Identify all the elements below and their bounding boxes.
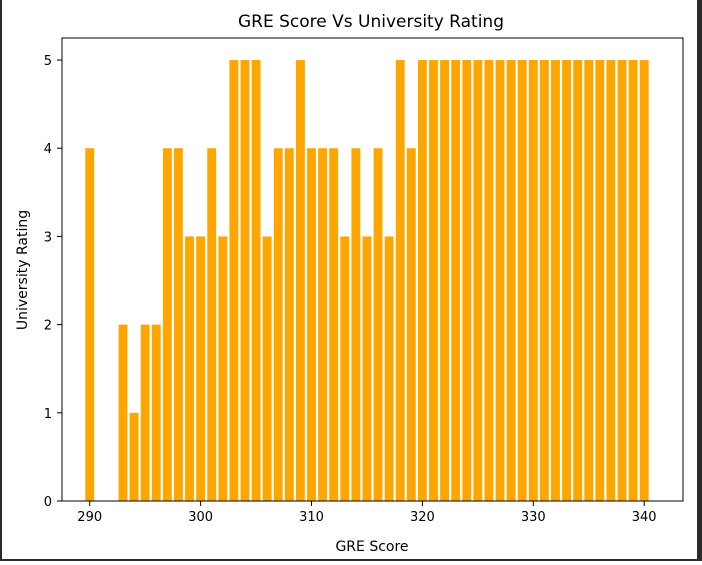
bar — [129, 412, 139, 501]
bar — [229, 60, 239, 502]
bar — [162, 148, 172, 502]
bar — [462, 60, 472, 502]
bar — [295, 60, 305, 502]
bar — [318, 148, 328, 502]
bar — [506, 60, 516, 502]
bar — [384, 236, 394, 501]
bar — [395, 60, 405, 502]
bar — [562, 60, 571, 502]
y-tick-label: 3 — [44, 230, 52, 245]
bar — [196, 236, 206, 501]
bars-group — [85, 60, 649, 502]
bar — [440, 60, 450, 502]
bar — [251, 60, 261, 502]
bar — [528, 60, 538, 502]
bar — [362, 236, 372, 501]
bar — [284, 148, 294, 502]
bar — [273, 148, 283, 502]
y-axis-label: University Rating — [15, 210, 31, 330]
bar — [340, 236, 350, 501]
y-tick-label: 1 — [44, 407, 52, 422]
plot-frame — [61, 37, 684, 502]
bar — [451, 60, 461, 502]
bar — [118, 324, 128, 501]
y-axis-ticks: 0 1 2 3 4 5 — [44, 54, 62, 510]
bar — [628, 60, 638, 502]
bar — [151, 324, 161, 501]
bar — [639, 60, 649, 502]
bar — [495, 60, 505, 502]
y-tick-label: 0 — [44, 495, 52, 510]
x-axis-ticks: 290 300 310 320 330 340 — [77, 501, 657, 525]
bar — [517, 60, 527, 502]
bar — [329, 148, 339, 502]
bar — [584, 60, 594, 502]
x-tick-label: 310 — [299, 510, 324, 525]
bar — [140, 324, 150, 501]
bar — [473, 60, 483, 502]
chart-title: GRE Score Vs University Rating — [238, 12, 504, 32]
bar — [539, 60, 549, 502]
bar — [185, 236, 194, 501]
bar — [551, 60, 560, 502]
x-tick-label: 290 — [77, 510, 102, 525]
bar — [417, 60, 427, 502]
bar — [85, 148, 95, 502]
y-tick-label: 2 — [44, 319, 52, 334]
bar — [406, 148, 416, 502]
bar — [573, 60, 583, 502]
bar — [207, 148, 217, 502]
x-tick-label: 320 — [410, 510, 435, 525]
bar — [262, 236, 272, 501]
x-tick-label: 330 — [521, 510, 546, 525]
bar — [606, 60, 616, 502]
y-tick-label: 5 — [44, 54, 52, 69]
bar — [429, 60, 438, 502]
bar — [595, 60, 605, 502]
x-tick-label: 340 — [632, 510, 657, 525]
bar — [617, 60, 627, 502]
bar — [240, 60, 250, 502]
bar — [484, 60, 494, 502]
window-edge-right — [697, 0, 702, 561]
bar — [218, 236, 228, 501]
bar — [307, 148, 316, 502]
window-edge-bottom — [0, 559, 702, 561]
x-tick-label: 300 — [188, 510, 213, 525]
bar — [351, 148, 361, 502]
x-axis-label: GRE Score — [335, 539, 408, 555]
window-edge-left — [0, 0, 2, 561]
bar — [174, 148, 183, 502]
y-tick-label: 4 — [44, 142, 52, 157]
bar — [373, 148, 383, 502]
